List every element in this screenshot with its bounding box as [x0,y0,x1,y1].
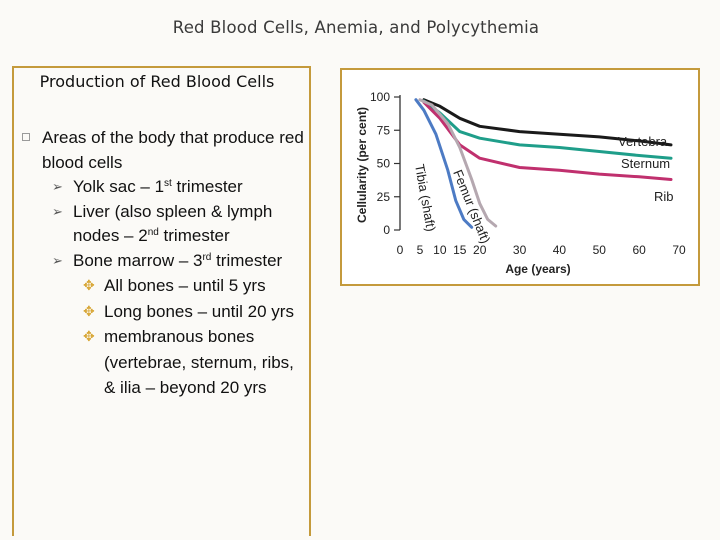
x-tick-label: 10 [433,243,447,257]
x-tick-label: 50 [593,243,607,257]
x-tick-label: 0 [397,243,404,257]
ordinal-suffix: nd [147,227,159,238]
sub-sub-bullet-long-bones: ✥ Long bones – until 20 yrs [22,299,308,325]
series-label-vertebra: Vertebra [618,134,668,149]
x-tick-label: 60 [632,243,646,257]
arrow-bullet-icon: ➢ [52,252,63,268]
ordinal-suffix: rd [202,251,212,263]
sub-sub-bullet-text: All bones – until 5 yrs [104,276,266,295]
cellularity-chart: 0 25 50 75 100 0 5 10 15 20 30 40 50 60 70 Age (years) C… [340,68,700,286]
sub-bullet-post: trimester [158,226,230,245]
diamond-bullet-icon: ✥ [83,328,95,344]
sub-bullet-pre: Yolk sac – 1 [73,177,165,196]
sub-sub-bullet-text: membranous bones (vertebrae, sternum, ri… [104,327,294,397]
sub-bullet-pre: Liver (also spleen & lymph nodes – 2 [73,201,273,246]
bullet-list: Areas of the body that produce red blood… [22,126,308,401]
sub-bullet-bone-marrow: ➢ Bone marrow – 3rd trimester [22,249,308,274]
diamond-bullet-icon: ✥ [83,277,95,293]
series-line-vertebra [422,98,673,147]
y-tick-label: 0 [383,223,390,237]
x-tick-label: 70 [672,243,686,257]
sub-bullet-yolk-sac: ➢ Yolk sac – 1st trimester [22,175,308,200]
x-tick-label: 30 [513,243,527,257]
sub-bullet-post: trimester [171,177,243,196]
arrow-bullet-icon: ➢ [52,203,63,219]
x-tick-label: 15 [453,243,467,257]
series-line-rib [422,100,673,181]
series-line-tibia-shaft [414,98,474,229]
sub-sub-bullet-text: Long bones – until 20 yrs [104,301,294,321]
series-label-rib: Rib [654,189,674,204]
sub-sub-bullet-membranous: ✥ membranous bones (vertebrae, sternum, … [22,324,308,401]
bullet-item: Areas of the body that produce red blood… [22,126,308,175]
square-bullet-icon [22,133,30,141]
series-line-sternum [422,99,673,160]
y-tick-label: 100 [370,90,390,104]
y-axis-label: Cellularity (per cent) [355,107,369,223]
sub-bullet-post: trimester [211,250,283,270]
sub-sub-bullet-all-bones: ✥ All bones – until 5 yrs [22,273,308,299]
x-tick-label: 5 [417,243,424,257]
slide-title: Red Blood Cells, Anemia, and Polycythemi… [172,18,540,37]
diamond-bullet-icon: ✥ [83,302,95,319]
sub-bullet-pre: Bone marrow – 3 [73,250,203,270]
series-label-tibia-shaft: Tibia (shaft) [412,163,439,233]
arrow-bullet-icon: ➢ [52,179,63,194]
y-tick-label: 25 [377,190,391,204]
sub-bullet-liver: ➢ Liver (also spleen & lymph nodes – 2nd… [22,200,308,249]
bullet-text: Areas of the body that produce red blood… [42,128,304,172]
x-axis-label: Age (years) [505,262,570,276]
y-tick-label: 50 [377,157,391,171]
x-tick-label: 20 [473,243,487,257]
x-tick-label: 40 [553,243,567,257]
y-tick-label: 75 [377,123,391,137]
content-frame [12,66,311,536]
series-line-femur-shaft [418,98,498,228]
panel-header: Production of Red Blood Cells [39,72,275,91]
series-label-sternum: Sternum [621,156,670,171]
ordinal-suffix: st [164,178,172,189]
